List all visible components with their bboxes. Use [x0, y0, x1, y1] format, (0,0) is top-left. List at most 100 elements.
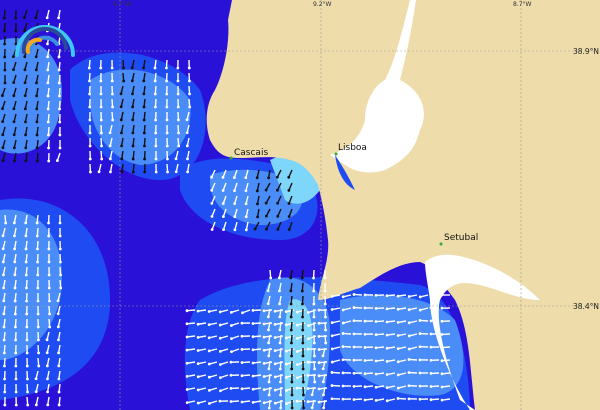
wave-arrow-head: [244, 215, 248, 219]
wave-arrow-head: [440, 333, 444, 336]
wave-arrow-head: [2, 338, 6, 342]
wave-arrow-head: [317, 374, 321, 378]
wave-arrow-head: [276, 227, 280, 231]
wave-arrow-head: [47, 221, 50, 225]
wave-arrow-head: [207, 310, 211, 313]
wave-arrow-head: [100, 144, 103, 148]
wave-arrow-head: [267, 341, 271, 345]
wave-arrow-head: [440, 319, 444, 323]
wave-arrow-head: [120, 144, 124, 148]
wave-arrow-head: [429, 332, 433, 336]
wave-arrow-head: [287, 228, 291, 231]
wave-arrow-head: [24, 247, 28, 251]
wave-arrow-head: [251, 400, 255, 404]
wave-arrow-head: [266, 302, 270, 306]
wave-arrow-head: [407, 321, 411, 325]
wave-arrow-head: [418, 384, 422, 388]
wave-arrow-head: [2, 299, 6, 303]
wave-arrow-head: [45, 364, 49, 368]
wave-arrow-head: [330, 371, 334, 374]
wave-arrow-head: [196, 309, 200, 313]
wave-arrow-head: [440, 398, 444, 402]
wave-arrow-head: [143, 144, 146, 148]
wave-arrow-head: [13, 159, 16, 163]
wave-arrow-head: [26, 377, 29, 381]
wave-arrow-head: [363, 385, 367, 389]
wave-arrow-head: [111, 118, 115, 122]
wave-arrow-head: [429, 358, 433, 362]
wave-arrow-head: [196, 362, 200, 366]
wave-arrow-head: [440, 385, 444, 389]
wave-arrow-head: [240, 321, 244, 325]
wave-arrow-head: [1, 159, 5, 163]
wave-arrow-head: [196, 388, 200, 392]
wave-arrow-head: [229, 310, 233, 314]
wave-arrow-head: [3, 55, 7, 59]
place-lisboa[interactable]: Lisboa: [338, 143, 367, 153]
wave-arrow-head: [440, 293, 444, 297]
wave-arrow-head: [45, 16, 49, 20]
wave-arrow-head: [262, 401, 266, 405]
wave-arrow-head: [14, 364, 18, 368]
wave-arrow-head: [352, 332, 356, 336]
wave-arrow-head: [57, 16, 61, 20]
wave-arrow-head: [176, 92, 180, 96]
wave-arrow-head: [24, 260, 28, 264]
wave-arrow-head: [278, 354, 282, 358]
wave-arrow-head: [341, 332, 345, 335]
wave-arrow-head: [385, 386, 389, 390]
wave-arrow-head: [196, 349, 200, 352]
wave-arrow-head: [330, 321, 334, 325]
wave-arrow-head: [251, 374, 255, 378]
wave-arrow-head: [323, 302, 327, 306]
wave-arrow-head: [143, 170, 147, 174]
wave-arrow-head: [307, 324, 310, 328]
wave-arrow-head: [221, 189, 225, 192]
place-setubal[interactable]: Setubal: [444, 233, 478, 243]
wave-arrow-head: [363, 319, 367, 323]
wave-arrow-head: [407, 371, 411, 374]
tagus-estuary: [330, 0, 424, 173]
wave-arrow-head: [306, 387, 310, 390]
wave-arrow-head: [111, 105, 114, 109]
wave-arrow-head: [1, 260, 5, 264]
wave-arrow-head: [36, 286, 40, 290]
wave-arrow-head: [321, 380, 325, 384]
wave-arrow-head: [196, 322, 200, 326]
wave-arrow-head: [153, 92, 157, 96]
wave-arrow-head: [219, 376, 222, 380]
wave-arrow-head: [210, 201, 214, 205]
wave-arrow-head: [57, 55, 61, 59]
wave-arrow-head: [229, 400, 233, 403]
wave-arrow-head: [341, 358, 345, 362]
wave-arrow-head: [46, 55, 50, 59]
wave-arrow-head: [46, 94, 50, 98]
wave-arrow-head: [251, 348, 255, 352]
wave-arrow-head: [256, 215, 260, 219]
wave-arrow-head: [207, 375, 211, 379]
wave-arrow-head: [14, 338, 17, 342]
wave-arrow-head: [24, 146, 28, 150]
wave-arrow-head: [14, 403, 18, 407]
wave-arrow-head: [324, 341, 328, 345]
wave-arrow-head: [240, 387, 244, 391]
wave-arrow-head: [57, 68, 61, 72]
wave-arrow-head: [429, 345, 433, 349]
wave-arrow-head: [58, 94, 61, 98]
wave-arrow-head: [185, 361, 189, 365]
wave-arrow-head: [330, 360, 334, 364]
wave-arrow-head: [218, 349, 222, 353]
wave-arrow-head: [273, 388, 277, 392]
wave-arrow-head: [256, 202, 259, 206]
wave-arrow-head: [25, 351, 29, 355]
place-cascais[interactable]: Cascais: [234, 148, 268, 158]
wave-arrow-head: [278, 367, 282, 371]
wave-arrow-head: [13, 273, 17, 277]
wave-arrow-head: [374, 372, 378, 376]
wave-arrow-head: [120, 157, 124, 161]
wave-arrow-head: [36, 260, 39, 264]
wave-arrow-head: [374, 307, 378, 310]
wave-arrow-head: [35, 94, 39, 98]
wave-arrow-head: [24, 159, 28, 163]
